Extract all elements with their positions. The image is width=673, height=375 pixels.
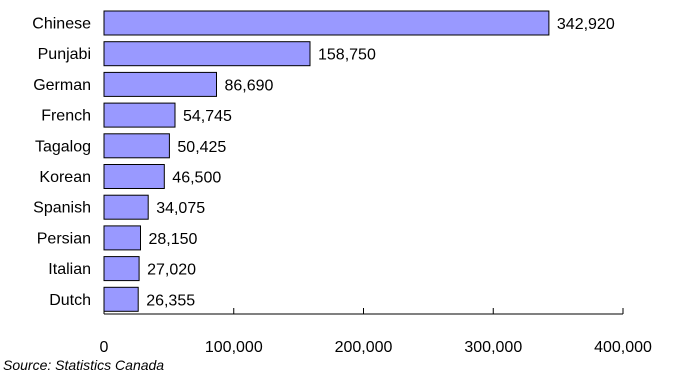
bar-italian [103,256,140,282]
category-label: Punjabi [38,46,91,63]
bars-layer [103,10,550,312]
source-note: Source: Statistics Canada [3,357,165,373]
x-tick-label: 100,000 [205,339,263,356]
value-label: 46,500 [172,170,221,187]
value-labels: 342,920 158,750 86,690 54,745 50,425 46,500 34… [146,16,615,309]
value-label: 54,745 [183,108,232,125]
bar-german [103,71,217,97]
x-tick-label: 400,000 [594,339,652,356]
x-tick-label: 0 [100,339,109,356]
x-axis: 0 100,000 200,000 300,000 400,000 [100,308,652,356]
value-label: 26,355 [146,292,195,309]
value-label: 50,425 [177,139,226,156]
bar-french [103,102,176,128]
value-label: 27,020 [147,262,196,279]
value-label: 158,750 [318,47,376,64]
category-label: German [33,77,91,94]
value-label: 86,690 [225,77,274,94]
category-label: Chinese [32,16,91,33]
bar-spanish [103,194,149,220]
bar-chinese [103,10,550,36]
bar-korean [103,164,165,189]
category-label: Tagalog [35,138,91,155]
category-label: Dutch [49,292,91,309]
bar-punjabi [103,41,311,67]
bar-tagalog [103,133,170,159]
x-tick-label: 300,000 [464,339,522,356]
value-label: 34,075 [156,200,205,217]
value-label: 28,150 [149,231,198,248]
value-label: 342,920 [557,16,615,33]
category-label: French [41,108,91,125]
category-label: Italian [48,261,91,278]
x-tick-label: 200,000 [335,339,393,356]
category-label: Persian [37,230,91,247]
category-label: Korean [39,169,91,186]
category-labels: Chinese Punjabi German French Tagalog Korean S… [32,16,91,309]
bar-dutch [103,286,139,312]
bar-persian [103,225,141,251]
category-label: Spanish [33,200,91,217]
